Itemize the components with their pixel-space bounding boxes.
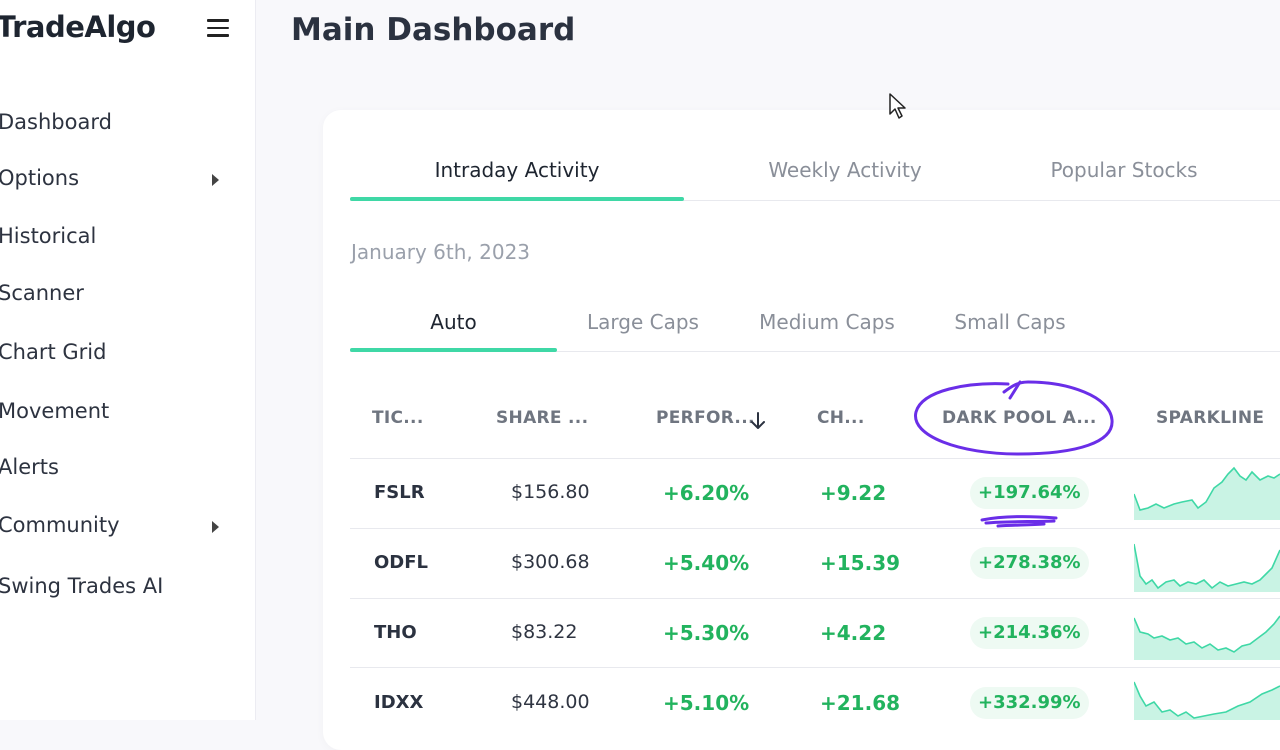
dark-pool-badge: +197.64% <box>970 477 1089 509</box>
page-title: Main Dashboard <box>291 12 576 48</box>
change-cell: +4.22 <box>820 621 887 645</box>
sparkline-chart <box>1134 543 1280 592</box>
row-divider <box>350 598 1280 599</box>
ticker-cell[interactable]: FSLR <box>374 482 425 503</box>
price-cell: $83.22 <box>511 621 578 643</box>
sidebar-item-swing-trades-ai[interactable]: Swing Trades AI <box>0 574 164 598</box>
hamburger-icon[interactable] <box>207 19 229 37</box>
sidebar-item-chart-grid[interactable]: Chart Grid <box>0 340 107 364</box>
dark-pool-badge: +332.99% <box>970 687 1089 719</box>
tab-auto[interactable]: Auto <box>350 292 557 352</box>
sparkline-chart <box>1134 466 1280 520</box>
sidebar-item-alerts[interactable]: Alerts <box>0 455 59 479</box>
change-cell: +9.22 <box>820 481 887 505</box>
mouse-cursor-icon <box>889 93 906 119</box>
change-cell: +21.68 <box>820 691 901 715</box>
price-cell: $448.00 <box>511 691 590 713</box>
ticker-cell[interactable]: THO <box>374 622 417 643</box>
sidebar-item-scanner[interactable]: Scanner <box>0 281 84 305</box>
sidebar-item-dashboard[interactable]: Dashboard <box>0 110 112 134</box>
dark-pool-badge: +214.36% <box>970 617 1089 649</box>
column-header-sparkline[interactable]: SPARKLINE <box>1156 408 1265 428</box>
performance-cell: +5.10% <box>663 691 750 715</box>
sidebar-item-community[interactable]: Community <box>0 513 120 537</box>
app-logo[interactable]: TradeAlgo <box>0 10 156 44</box>
sidebar: TradeAlgo Dashboard Options Historical S… <box>0 0 256 720</box>
tab-medium-caps[interactable]: Medium Caps <box>759 309 895 334</box>
dark-pool-badge: +278.38% <box>970 547 1089 579</box>
tab-weekly-activity[interactable]: Weekly Activity <box>768 158 922 182</box>
activity-card <box>323 110 1280 750</box>
sidebar-item-options[interactable]: Options <box>0 166 80 190</box>
performance-cell: +6.20% <box>663 481 750 505</box>
row-divider <box>350 458 1280 459</box>
tab-small-caps[interactable]: Small Caps <box>954 309 1066 334</box>
column-header-share-price[interactable]: SHARE ... <box>496 408 589 428</box>
tab-large-caps[interactable]: Large Caps <box>587 309 699 334</box>
sidebar-item-historical[interactable]: Historical <box>0 224 97 248</box>
row-divider <box>350 528 1280 529</box>
column-header-performance[interactable]: PERFOR... <box>656 408 755 428</box>
cap-filter-tabs: Auto Large Caps Medium Caps Small Caps <box>350 292 1280 352</box>
arrow-down-icon[interactable] <box>749 411 767 431</box>
sidebar-item-movement[interactable]: Movement <box>0 399 110 423</box>
price-cell: $156.80 <box>511 481 590 503</box>
column-header-dark-pool[interactable]: DARK POOL A... <box>942 408 1097 428</box>
activity-tabs: Intraday Activity Weekly Activity Popula… <box>350 140 1280 201</box>
ticker-cell[interactable]: ODFL <box>374 552 429 573</box>
row-divider <box>350 667 1280 668</box>
performance-cell: +5.30% <box>663 621 750 645</box>
performance-cell: +5.40% <box>663 551 750 575</box>
caret-right-icon[interactable] <box>212 174 219 186</box>
tab-intraday-activity[interactable]: Intraday Activity <box>350 140 684 201</box>
activity-date: January 6th, 2023 <box>351 240 531 264</box>
price-cell: $300.68 <box>511 551 590 573</box>
column-header-ticker[interactable]: TIC... <box>372 408 424 428</box>
sparkline-chart <box>1134 615 1280 660</box>
tab-popular-stocks[interactable]: Popular Stocks <box>1050 158 1198 182</box>
change-cell: +15.39 <box>820 551 901 575</box>
caret-right-icon[interactable] <box>212 521 219 533</box>
column-header-change[interactable]: CH... <box>817 408 865 428</box>
ticker-cell[interactable]: IDXX <box>374 692 424 713</box>
sparkline-chart <box>1134 681 1280 720</box>
